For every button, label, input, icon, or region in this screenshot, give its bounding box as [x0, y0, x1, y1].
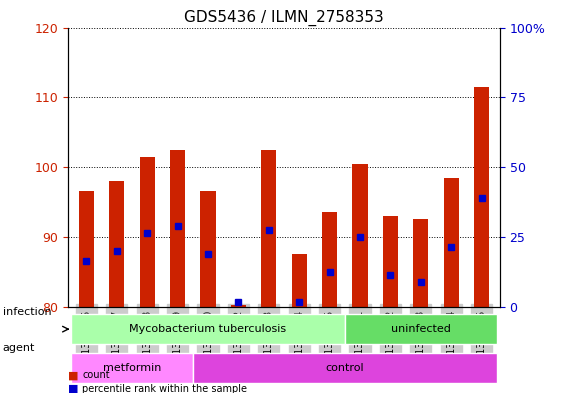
- Text: count: count: [82, 370, 110, 380]
- Text: agent: agent: [3, 343, 35, 353]
- Bar: [474, 87, 489, 307]
- Text: ■: ■: [68, 384, 78, 393]
- Text: control: control: [325, 364, 364, 373]
- FancyBboxPatch shape: [193, 353, 497, 384]
- Text: Mycobacterium tuberculosis: Mycobacterium tuberculosis: [130, 324, 287, 334]
- FancyBboxPatch shape: [71, 314, 345, 344]
- Text: infection: infection: [3, 307, 52, 318]
- Text: metformin: metformin: [103, 364, 161, 373]
- Bar: [322, 213, 337, 307]
- Text: ■: ■: [68, 370, 78, 380]
- Bar: [79, 191, 94, 307]
- Text: uninfected: uninfected: [391, 324, 451, 334]
- Title: GDS5436 / ILMN_2758353: GDS5436 / ILMN_2758353: [184, 10, 384, 26]
- Bar: [413, 219, 428, 307]
- Bar: [352, 163, 367, 307]
- Bar: [201, 191, 216, 307]
- Bar: [444, 178, 459, 307]
- Text: percentile rank within the sample: percentile rank within the sample: [82, 384, 247, 393]
- Bar: [383, 216, 398, 307]
- FancyBboxPatch shape: [345, 314, 497, 344]
- Bar: [261, 150, 277, 307]
- Bar: [231, 305, 246, 307]
- Bar: [291, 254, 307, 307]
- Bar: [109, 181, 124, 307]
- FancyBboxPatch shape: [71, 353, 193, 384]
- Bar: [170, 150, 185, 307]
- Bar: [140, 156, 155, 307]
